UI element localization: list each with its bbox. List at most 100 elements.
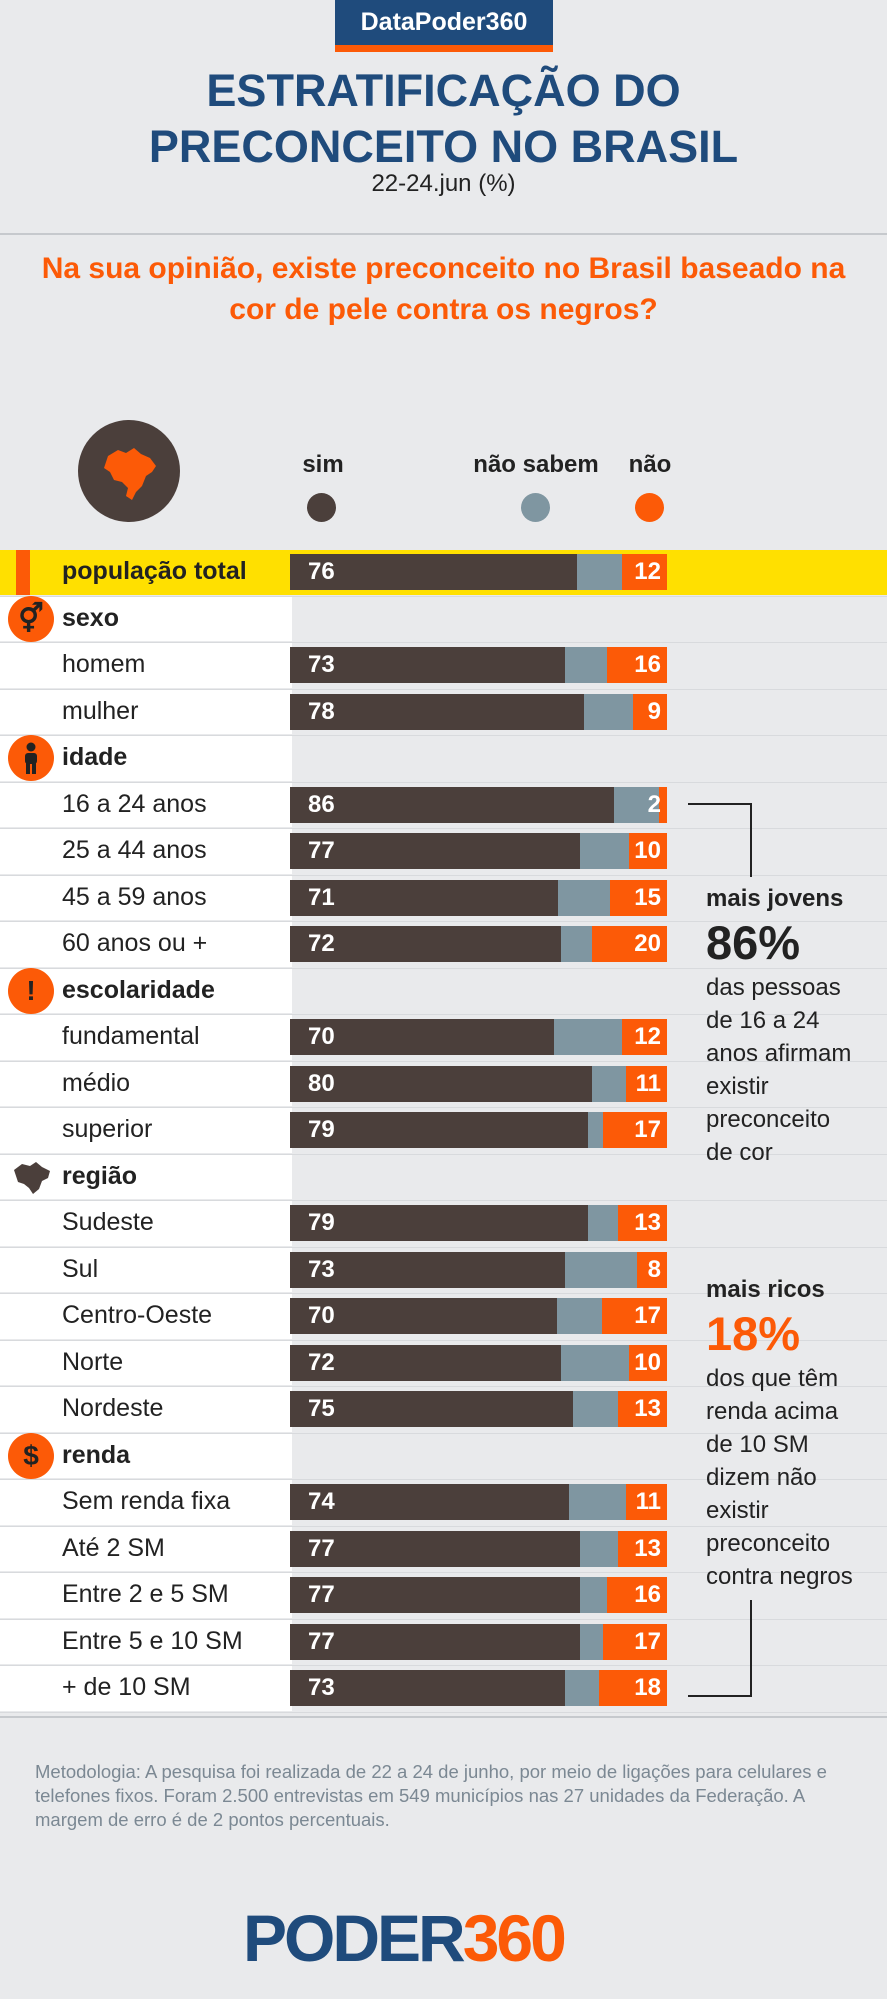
legend-nao-sabem-label: não sabem — [473, 451, 599, 478]
stacked-bar: 71 15 — [290, 879, 667, 916]
category-label: Norte — [62, 1347, 124, 1376]
row-divider — [0, 688, 887, 690]
row-divider — [0, 967, 887, 969]
legend-sim-dot — [307, 493, 336, 522]
bar-segment-sim — [290, 554, 577, 591]
callout-jovens-connector — [688, 803, 752, 877]
value-label-nao: 13 — [634, 1209, 661, 1237]
bar-segment-nao — [625, 1065, 667, 1102]
category-label: Sul — [62, 1254, 99, 1283]
value-label-sim: 74 — [308, 1488, 335, 1516]
row-divider — [0, 874, 887, 876]
logo-part1: PODER — [243, 1901, 466, 1975]
bar-segment-nao-sabem — [561, 926, 592, 963]
callout-ricos-connector — [688, 1600, 752, 1697]
bar-segment-sim — [290, 833, 581, 870]
brand-badge: DataPoder360 — [335, 0, 553, 52]
value-label-sim: 73 — [308, 651, 335, 679]
bar-segment-nao-sabem — [587, 1112, 603, 1149]
row-bg — [0, 1015, 292, 1060]
logo-part2: 360 — [462, 1901, 567, 1975]
bar-segment-sim — [290, 1623, 581, 1660]
bar-segment-nao — [617, 1205, 667, 1242]
bar-segment-sim — [290, 1530, 581, 1567]
category-label: Sudeste — [62, 1208, 154, 1237]
stacked-bar: 76 12 — [290, 554, 667, 591]
page-title: ESTRATIFICAÇÃO DO PRECONCEITO NO BRASIL — [148, 65, 739, 172]
callout-jovens-number: 86% — [706, 916, 801, 969]
survey-question: Na sua opinião, existe preconceito no Br… — [41, 252, 846, 326]
row-divider — [0, 1246, 887, 1248]
callout-jovens: mais jovens 86% das pessoas de 16 a 24 a… — [706, 882, 851, 1169]
total-label: população total — [62, 557, 247, 586]
bar-segment-sim — [290, 1065, 592, 1102]
row-divider — [0, 595, 887, 597]
bar-segment-nao — [625, 1484, 667, 1521]
stacked-bar: 80 11 — [290, 1065, 667, 1102]
category-label: fundamental — [62, 1022, 200, 1051]
row-bg — [0, 1480, 292, 1525]
legend-nao-dot — [635, 493, 664, 522]
category-label: 60 anos ou + — [62, 929, 208, 958]
bar-segment-nao-sabem — [553, 1019, 622, 1056]
row-bg — [0, 875, 292, 920]
value-label-sim: 77 — [308, 1581, 335, 1609]
row-bg — [0, 1340, 292, 1385]
value-label-nao: 13 — [634, 1534, 661, 1562]
row-bg — [0, 1387, 292, 1432]
group-label-2: escolaridade — [62, 975, 215, 1004]
stacked-bar: 78 9 — [290, 693, 667, 730]
value-label-nao: 15 — [634, 883, 661, 911]
brazil-map-icon — [78, 420, 180, 522]
row-divider — [0, 1711, 887, 1713]
callout-jovens-text: das pessoas de 16 a 24 anos afirmam exis… — [706, 974, 852, 1166]
callout-ricos-text: dos que têm renda acima de 10 SM dizem n… — [706, 1365, 853, 1590]
stacked-bar: 72 10 — [290, 1344, 667, 1381]
row-bg — [0, 829, 292, 874]
bar-segment-nao — [602, 1112, 667, 1149]
stacked-bar: 73 16 — [290, 647, 667, 684]
value-label-sim: 79 — [308, 1116, 335, 1144]
bar-segment-nao — [591, 926, 667, 963]
row-divider — [0, 1060, 887, 1062]
bar-segment-nao — [610, 879, 667, 916]
bar-segment-nao — [602, 1623, 667, 1660]
value-label-nao: 12 — [634, 1023, 661, 1051]
value-label-sim: 77 — [308, 837, 335, 865]
stacked-bar: 77 16 — [290, 1577, 667, 1614]
bar-segment-sim — [290, 786, 615, 823]
row-divider — [0, 1339, 887, 1341]
row-divider — [0, 1107, 887, 1108]
bar-segment-nao — [606, 647, 667, 684]
category-label: superior — [62, 1115, 153, 1144]
callout-ricos-title: mais ricos — [706, 1276, 825, 1303]
bar-segment-nao — [599, 1670, 667, 1707]
row-bg — [0, 689, 292, 734]
divider — [0, 1716, 887, 1718]
value-label-sim: 80 — [308, 1069, 335, 1097]
category-label: Entre 5 e 10 SM — [62, 1626, 243, 1655]
bar-segment-sim — [290, 1670, 566, 1707]
bar-segment-nao-sabem — [557, 879, 611, 916]
stacked-bar: 77 10 — [290, 833, 667, 870]
row-divider — [0, 828, 887, 829]
stacked-bar: 77 13 — [290, 1530, 667, 1567]
bar-segment-nao — [659, 786, 667, 823]
row-bg — [0, 1247, 292, 1292]
bar-segment-sim — [290, 1298, 557, 1335]
stacked-bar: 75 13 — [290, 1391, 667, 1428]
stacked-bar: 77 17 — [290, 1623, 667, 1660]
row-bg — [0, 1201, 292, 1246]
category-label: médio — [62, 1068, 131, 1097]
row-divider — [0, 1665, 887, 1666]
row-divider — [0, 1525, 887, 1527]
row-bg — [0, 1294, 292, 1339]
gender-icon: ⚥ — [8, 595, 54, 642]
page-subtitle: 22-24.jun (%) — [371, 170, 516, 197]
group-label-0: sexo — [62, 603, 119, 632]
bar-segment-nao-sabem — [580, 1530, 618, 1567]
bar-segment-nao — [621, 554, 667, 591]
bar-segment-nao — [629, 833, 667, 870]
bar-segment-nao-sabem — [565, 1670, 600, 1707]
value-label-nao: 16 — [634, 651, 661, 679]
